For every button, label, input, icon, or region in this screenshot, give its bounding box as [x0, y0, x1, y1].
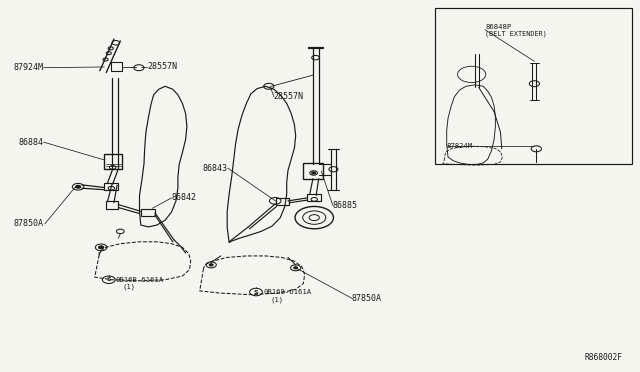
- Text: 86885: 86885: [333, 201, 358, 210]
- Circle shape: [294, 267, 298, 269]
- Text: 86842: 86842: [172, 193, 196, 202]
- Circle shape: [312, 172, 316, 174]
- Bar: [106, 201, 118, 209]
- Text: S: S: [253, 289, 259, 295]
- Text: 86848P: 86848P: [485, 24, 511, 30]
- Text: 28557N: 28557N: [148, 62, 178, 71]
- Bar: [435, 8, 632, 164]
- Circle shape: [76, 185, 81, 188]
- Bar: [141, 209, 155, 216]
- Circle shape: [209, 264, 213, 266]
- Text: (1): (1): [123, 284, 136, 291]
- Bar: [307, 194, 321, 201]
- Bar: [104, 183, 118, 190]
- Bar: [303, 163, 323, 179]
- Text: S: S: [106, 277, 111, 282]
- Text: 87924M: 87924M: [13, 63, 44, 72]
- Bar: [276, 198, 289, 205]
- Text: 0B16B-6161A: 0B16B-6161A: [116, 277, 164, 283]
- Text: (1): (1): [270, 297, 284, 304]
- Circle shape: [99, 246, 104, 249]
- Bar: [104, 154, 122, 169]
- Text: 28557N: 28557N: [274, 92, 304, 101]
- Text: 0B168-6161A: 0B168-6161A: [264, 289, 312, 295]
- Bar: [111, 62, 122, 71]
- Text: 87850A: 87850A: [13, 219, 44, 228]
- Text: 87824M: 87824M: [447, 143, 473, 149]
- Text: (BELT EXTENDER): (BELT EXTENDER): [485, 30, 547, 37]
- Text: 86843: 86843: [203, 164, 228, 173]
- Text: 87850A: 87850A: [352, 294, 382, 303]
- Text: 86884: 86884: [19, 138, 44, 147]
- Text: R868002F: R868002F: [584, 353, 622, 362]
